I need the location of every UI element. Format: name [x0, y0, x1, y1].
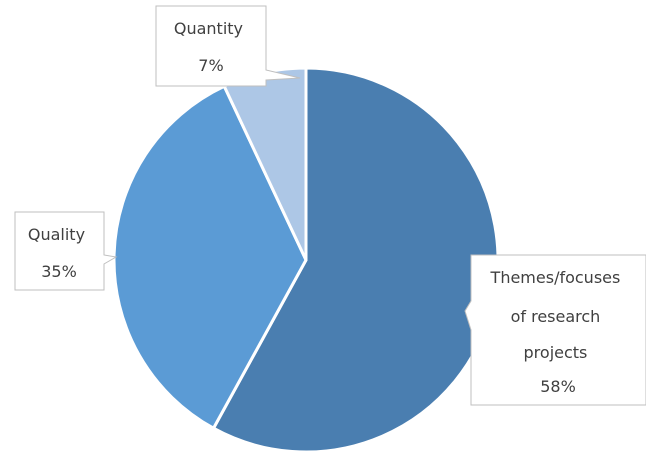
callout-line-themes-3: projects — [524, 343, 588, 362]
callout-box-themes — [464, 254, 646, 406]
callout-line-quantity-1: Quantity — [174, 19, 243, 38]
callout-value-quantity: 7% — [198, 56, 223, 75]
callout-value-quality: 35% — [41, 262, 77, 281]
callout-line-themes-2: of research — [511, 307, 601, 326]
callout-label-quantity: Quantity 7% — [174, 19, 248, 75]
callout-quality: Quality 35% — [14, 211, 118, 291]
callout-box-quantity — [155, 5, 301, 87]
pie-slices — [112, 66, 500, 453]
callout-themes: Themes/focuses of research projects 58% — [464, 254, 646, 406]
callout-value-themes: 58% — [540, 377, 576, 396]
pie-slice-quality — [112, 84, 308, 430]
callout-label-quality: Quality 35% — [28, 225, 90, 281]
callout-line-themes-1: Themes/focuses — [490, 268, 621, 287]
callout-line-quality-1: Quality — [28, 225, 85, 244]
callout-box-quality — [14, 211, 118, 291]
callout-quantity: Quantity 7% — [155, 5, 301, 87]
callout-label-themes: Themes/focuses of research projects 58% — [490, 268, 626, 396]
